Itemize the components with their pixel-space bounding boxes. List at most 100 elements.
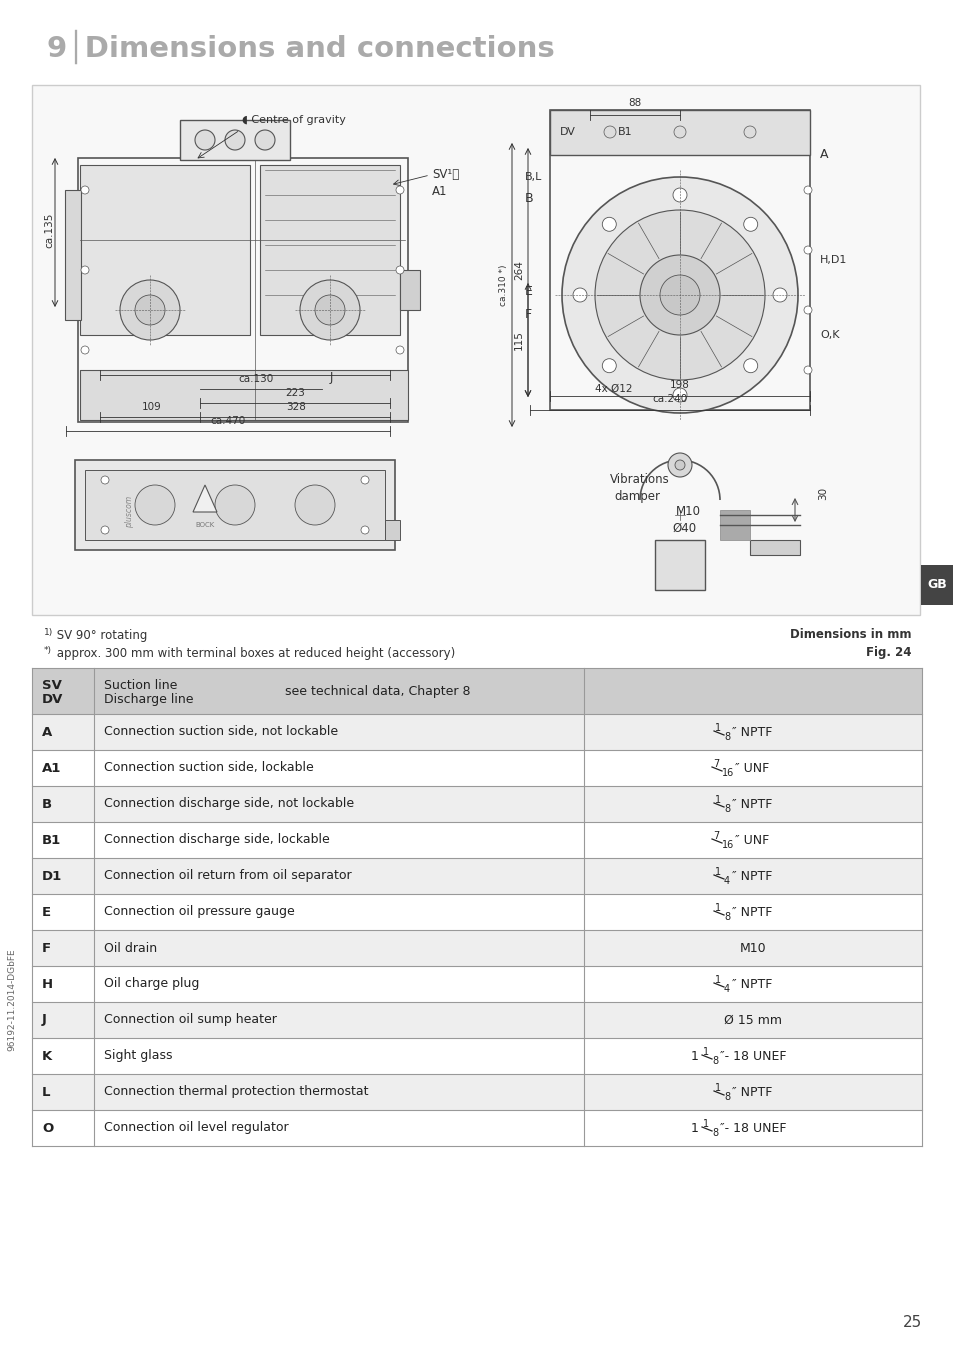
Text: A: A bbox=[42, 726, 52, 738]
Text: 1: 1 bbox=[690, 1121, 702, 1135]
Text: ″ UNF: ″ UNF bbox=[734, 834, 768, 846]
Circle shape bbox=[803, 185, 811, 194]
Bar bbox=[32, 787, 921, 822]
Text: 1: 1 bbox=[702, 1047, 708, 1057]
Text: ◖ Centre of gravity: ◖ Centre of gravity bbox=[242, 115, 346, 125]
Text: F: F bbox=[524, 307, 532, 321]
Circle shape bbox=[672, 188, 686, 202]
Text: H: H bbox=[42, 978, 53, 991]
Text: 25: 25 bbox=[902, 1315, 921, 1330]
Circle shape bbox=[672, 389, 686, 402]
Text: E: E bbox=[524, 284, 533, 298]
Text: DV: DV bbox=[42, 693, 63, 705]
Bar bbox=[260, 165, 399, 334]
Circle shape bbox=[772, 288, 786, 302]
Bar bbox=[80, 370, 408, 420]
Bar bbox=[385, 520, 399, 540]
Text: 8: 8 bbox=[723, 913, 729, 922]
Bar bbox=[75, 460, 395, 550]
Bar bbox=[32, 1002, 921, 1039]
Text: SV: SV bbox=[42, 678, 62, 692]
Text: Ø40: Ø40 bbox=[671, 523, 696, 535]
Text: 30: 30 bbox=[817, 486, 827, 500]
Circle shape bbox=[314, 295, 345, 325]
Text: ca.310 *): ca.310 *) bbox=[498, 264, 507, 306]
Text: L: L bbox=[42, 1086, 51, 1098]
Circle shape bbox=[601, 359, 616, 372]
Circle shape bbox=[803, 366, 811, 374]
Text: ″ UNF: ″ UNF bbox=[734, 761, 768, 774]
Circle shape bbox=[360, 477, 369, 483]
Text: 1: 1 bbox=[714, 795, 720, 806]
Circle shape bbox=[214, 485, 254, 525]
Text: Sight glass: Sight glass bbox=[104, 1049, 172, 1063]
Text: J: J bbox=[42, 1014, 47, 1026]
Bar bbox=[32, 822, 921, 858]
Circle shape bbox=[667, 454, 691, 477]
Text: O,K: O,K bbox=[820, 330, 839, 340]
Text: A1: A1 bbox=[432, 185, 447, 198]
Circle shape bbox=[639, 255, 720, 334]
Text: Connection thermal protection thermostat: Connection thermal protection thermostat bbox=[104, 1086, 368, 1098]
Text: 7: 7 bbox=[712, 831, 719, 841]
Text: 1): 1) bbox=[44, 628, 53, 636]
Bar bbox=[180, 121, 290, 160]
Text: damper: damper bbox=[614, 490, 659, 502]
Text: 198: 198 bbox=[669, 380, 689, 390]
Circle shape bbox=[81, 265, 89, 274]
Text: Discharge line: Discharge line bbox=[104, 693, 193, 705]
Bar bbox=[32, 1110, 921, 1145]
Circle shape bbox=[675, 460, 684, 470]
Text: 4: 4 bbox=[723, 876, 729, 886]
Text: J: J bbox=[330, 371, 333, 385]
Text: 96192-11.2014-DGbFE: 96192-11.2014-DGbFE bbox=[8, 949, 16, 1051]
Text: ″- 18 UNEF: ″- 18 UNEF bbox=[720, 1121, 785, 1135]
Text: Connection discharge side, lockable: Connection discharge side, lockable bbox=[104, 834, 330, 846]
Text: 7: 7 bbox=[712, 760, 719, 769]
Circle shape bbox=[294, 485, 335, 525]
Text: B1: B1 bbox=[618, 127, 632, 137]
Circle shape bbox=[573, 288, 586, 302]
Text: 1: 1 bbox=[690, 1049, 702, 1063]
Text: B1: B1 bbox=[42, 834, 61, 846]
Bar bbox=[32, 965, 921, 1002]
Text: 223: 223 bbox=[285, 389, 305, 398]
Circle shape bbox=[254, 130, 274, 150]
Circle shape bbox=[603, 126, 616, 138]
Text: Connection oil return from oil separator: Connection oil return from oil separator bbox=[104, 869, 352, 883]
Text: Suction line: Suction line bbox=[104, 678, 177, 692]
Bar bbox=[32, 858, 921, 894]
Text: ″- 18 UNEF: ″- 18 UNEF bbox=[720, 1049, 785, 1063]
Text: Fig. 24: Fig. 24 bbox=[865, 646, 911, 659]
Bar bbox=[85, 470, 385, 540]
Circle shape bbox=[743, 217, 757, 232]
Text: ″ NPTF: ″ NPTF bbox=[731, 798, 772, 811]
Text: ″ NPTF: ″ NPTF bbox=[731, 726, 772, 738]
Text: B: B bbox=[42, 798, 52, 811]
Circle shape bbox=[81, 185, 89, 194]
Text: 1: 1 bbox=[702, 1118, 708, 1129]
Text: 1: 1 bbox=[714, 867, 720, 877]
Bar bbox=[32, 1074, 921, 1110]
Bar bbox=[65, 190, 81, 320]
Bar bbox=[32, 930, 921, 965]
Text: Connection oil level regulator: Connection oil level regulator bbox=[104, 1121, 289, 1135]
Polygon shape bbox=[193, 485, 216, 512]
Circle shape bbox=[803, 306, 811, 314]
Text: 8: 8 bbox=[711, 1056, 718, 1066]
Bar bbox=[920, 565, 953, 605]
Circle shape bbox=[395, 347, 403, 353]
Circle shape bbox=[81, 347, 89, 353]
Circle shape bbox=[395, 265, 403, 274]
Bar bbox=[80, 165, 250, 334]
Text: 4: 4 bbox=[723, 984, 729, 994]
Text: Vibrations: Vibrations bbox=[609, 473, 669, 486]
Text: BOCK: BOCK bbox=[195, 523, 214, 528]
Circle shape bbox=[803, 246, 811, 255]
Text: ″ NPTF: ″ NPTF bbox=[731, 1086, 772, 1098]
Circle shape bbox=[395, 185, 403, 194]
Text: 88: 88 bbox=[628, 97, 641, 108]
Text: Ø 15 mm: Ø 15 mm bbox=[723, 1014, 781, 1026]
Text: DV: DV bbox=[559, 127, 576, 137]
Bar bbox=[32, 668, 921, 714]
